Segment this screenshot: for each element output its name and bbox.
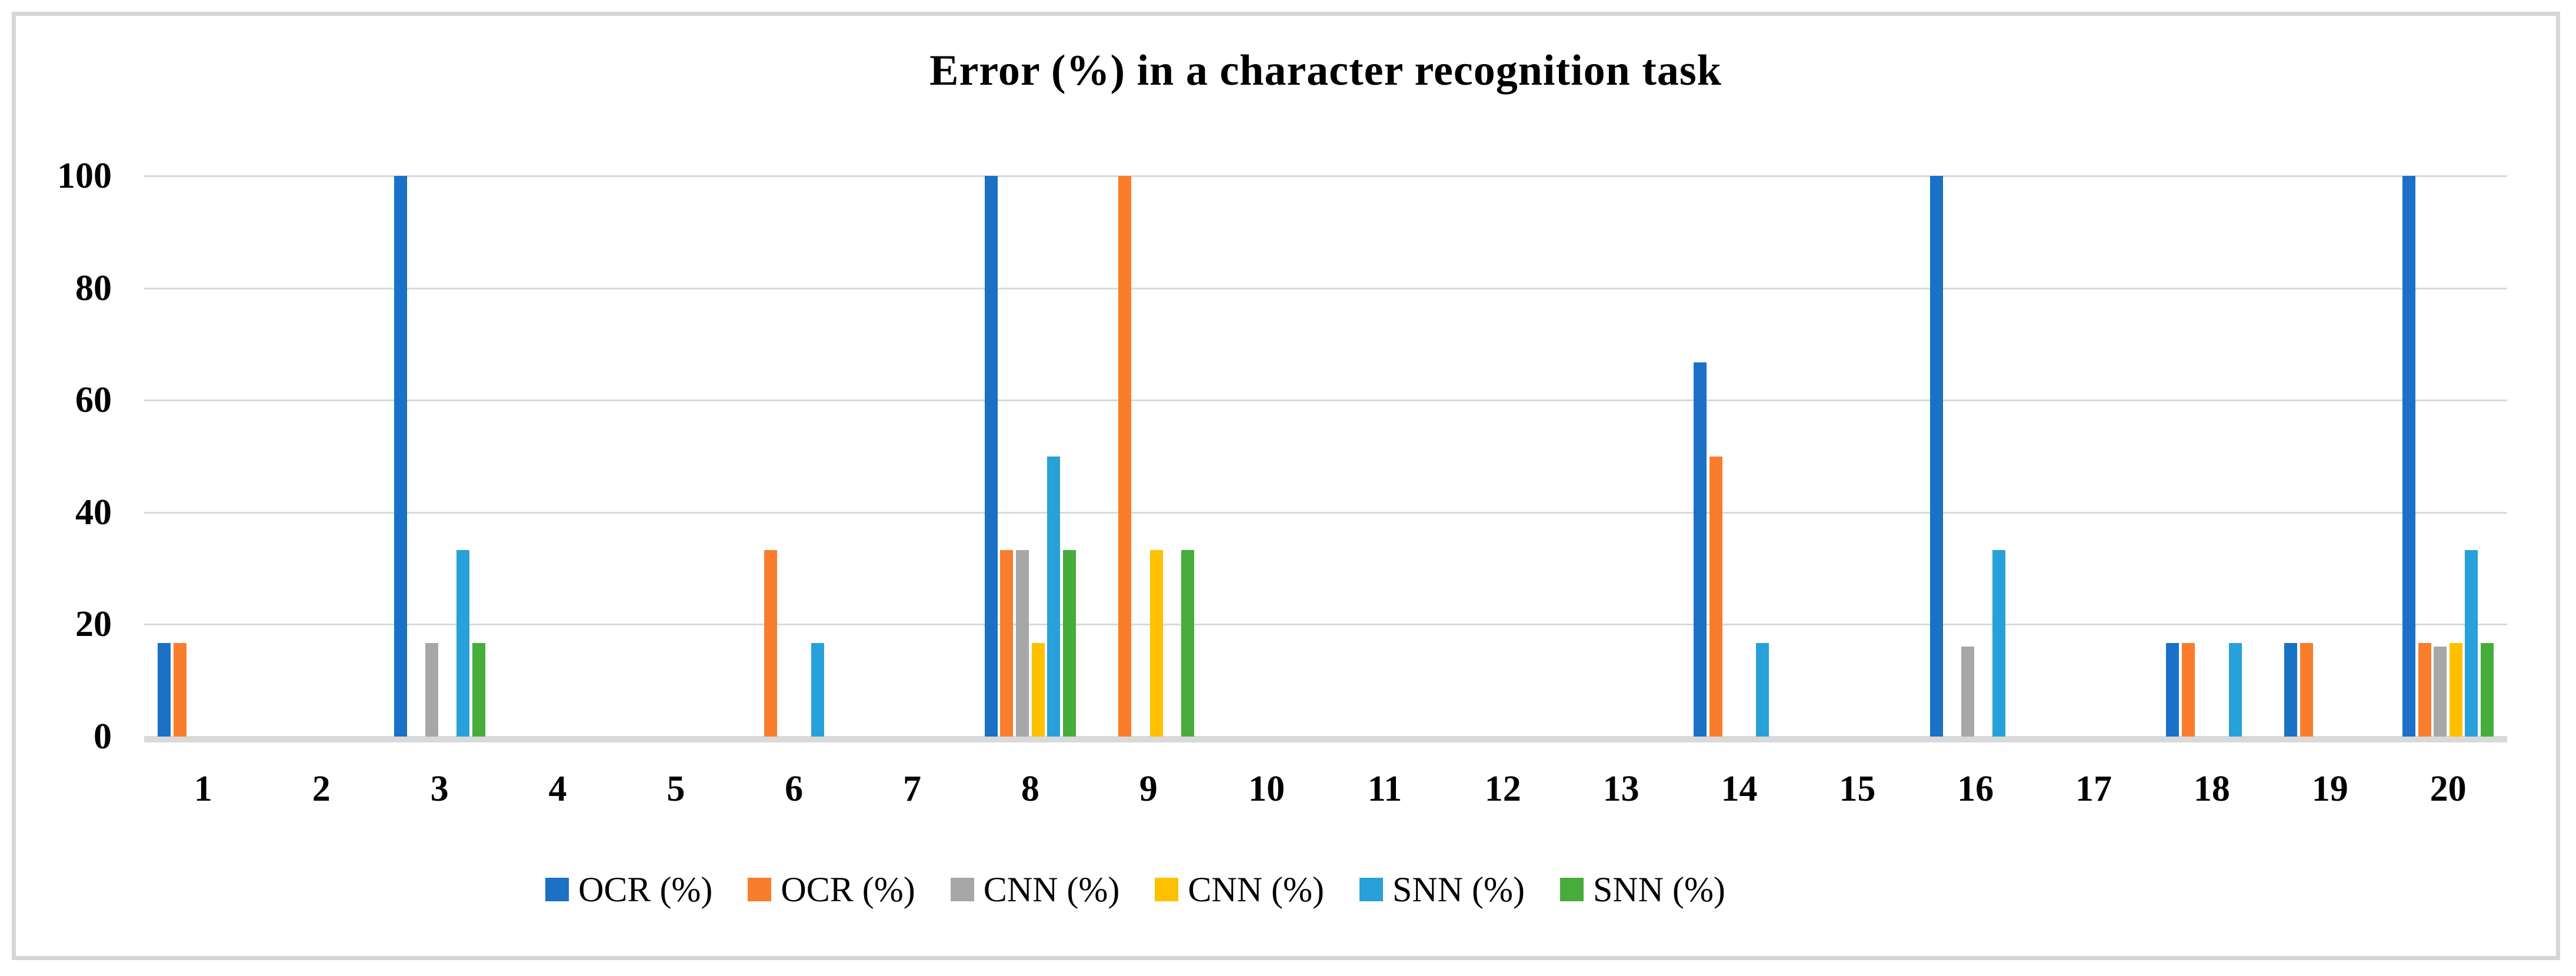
legend-item: CNN (%)	[1155, 871, 1324, 908]
y-axis-tick-label: 80	[75, 268, 112, 308]
bar-series-5-category-14	[1756, 642, 1769, 737]
bar-series-2-category-18	[2181, 642, 2195, 737]
bar-series-6-category-20	[2481, 642, 2494, 737]
bar-series-2-category-1	[173, 642, 186, 737]
plot-area	[144, 175, 2507, 742]
x-axis-category-label: 6	[785, 769, 804, 809]
gridline	[144, 511, 2507, 514]
legend-item: SNN (%)	[1559, 870, 1725, 909]
bar-series-2-category-9	[1118, 176, 1132, 737]
bar-series-5-category-20	[2465, 549, 2478, 737]
bar-series-5-category-8	[1047, 456, 1061, 737]
legend-item: SNN (%)	[1359, 871, 1525, 908]
legend-label: SNN (%)	[1392, 870, 1525, 909]
bar-series-1-category-18	[2166, 642, 2180, 737]
bar-series-1-category-19	[2284, 642, 2298, 737]
x-axis-category-label: 2	[312, 769, 331, 809]
x-axis-category-label: 12	[1484, 769, 1521, 809]
bar-series-5-category-16	[1992, 549, 2006, 737]
legend-label: OCR (%)	[781, 870, 915, 909]
bar-series-1-category-14	[1693, 362, 1707, 737]
x-axis-category-label: 18	[2193, 769, 2230, 809]
gridline	[144, 399, 2507, 402]
legend-marker-icon	[1359, 878, 1383, 901]
bar-series-6-category-9	[1181, 549, 1194, 737]
x-axis-category-label: 13	[1602, 769, 1639, 809]
x-axis-category-label: 10	[1248, 769, 1285, 809]
bar-series-4-category-8	[1031, 642, 1045, 737]
x-axis-category-label: 14	[1721, 769, 1758, 809]
legend-marker-icon	[950, 878, 974, 901]
legend-marker-icon	[1559, 878, 1584, 901]
bar-series-2-category-19	[2300, 642, 2313, 737]
bar-series-3-category-8	[1016, 549, 1029, 737]
bar-series-1-category-3	[394, 176, 407, 737]
y-axis-tick-label: 60	[75, 380, 112, 421]
x-axis-category-label: 11	[1367, 769, 1402, 809]
bar-series-4-category-20	[2449, 642, 2462, 737]
bar-series-6-category-3	[472, 642, 485, 737]
y-axis-tick-label: 40	[75, 492, 112, 532]
legend-item: OCR (%)	[545, 871, 712, 908]
bar-series-2-category-14	[1709, 456, 1722, 737]
bar-series-1-category-1	[157, 642, 171, 737]
x-axis-category-label: 3	[430, 769, 449, 809]
bar-series-6-category-8	[1062, 549, 1076, 737]
legend-label: OCR (%)	[578, 870, 713, 909]
x-axis-category-label: 16	[1957, 769, 1994, 809]
bar-series-3-category-3	[425, 642, 438, 737]
x-axis-line	[144, 736, 2507, 742]
bar-series-2-category-6	[764, 549, 777, 737]
bar-series-1-category-16	[1929, 176, 1943, 737]
bar-series-4-category-9	[1149, 549, 1163, 737]
legend-label: SNN (%)	[1592, 870, 1725, 909]
legend-label: CNN (%)	[1188, 870, 1324, 909]
legend-label: CNN (%)	[983, 870, 1120, 909]
legend-marker-icon	[1155, 878, 1179, 901]
gridline	[144, 624, 2507, 626]
legend-marker-icon	[748, 878, 772, 901]
bar-series-3-category-20	[2434, 646, 2447, 737]
x-axis-category-label: 4	[548, 769, 567, 809]
bar-series-1-category-20	[2402, 176, 2416, 737]
bar-series-5-category-6	[811, 642, 824, 737]
legend-marker-icon	[545, 878, 569, 901]
bar-series-1-category-8	[984, 176, 998, 737]
legend-item: OCR (%)	[748, 871, 915, 908]
bar-series-2-category-8	[1000, 549, 1014, 737]
x-axis-category-label: 15	[1839, 769, 1876, 809]
chart-title: Error (%) in a character recognition tas…	[929, 46, 1722, 95]
figure-border	[12, 12, 2560, 960]
y-axis-tick-label: 0	[94, 717, 112, 757]
bar-series-3-category-16	[1961, 646, 1974, 737]
x-axis-category-label: 7	[903, 769, 922, 809]
x-axis-category-label: 19	[2311, 769, 2348, 809]
x-axis-category-label: 1	[194, 769, 212, 809]
gridline	[144, 175, 2507, 177]
gridline	[144, 287, 2507, 289]
bar-series-5-category-18	[2228, 642, 2242, 737]
x-axis-category-label: 17	[2075, 769, 2112, 809]
bar-series-5-category-3	[456, 549, 470, 737]
x-axis-category-label: 5	[667, 769, 685, 809]
x-axis-category-label: 20	[2430, 769, 2467, 809]
y-axis-tick-label: 20	[75, 604, 112, 645]
legend-item: CNN (%)	[950, 870, 1120, 909]
x-axis-category-label: 8	[1021, 769, 1039, 809]
y-axis-tick-label: 100	[57, 156, 112, 196]
x-axis-category-label: 9	[1139, 769, 1158, 809]
legend: OCR (%) OCR (%) CNN (%) CNN (%) SNN (%) SNN (…	[0, 871, 2271, 908]
bar-series-2-category-20	[2418, 642, 2431, 737]
